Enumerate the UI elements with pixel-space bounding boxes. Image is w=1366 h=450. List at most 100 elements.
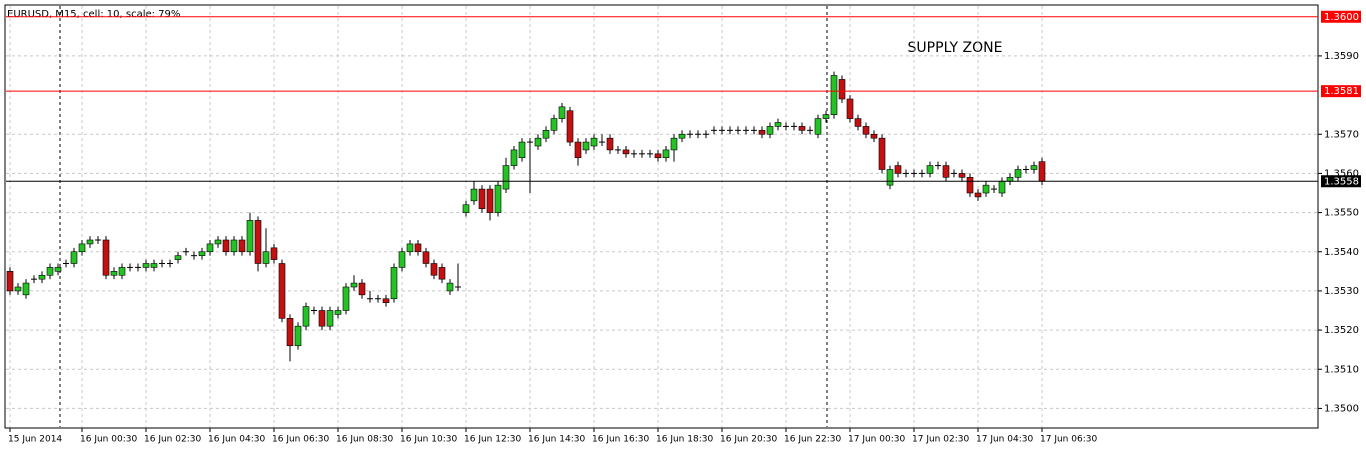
- candle-body: [278, 263, 286, 319]
- candle-body: [102, 239, 110, 276]
- price-label-box: [1321, 175, 1361, 188]
- candle-body: [846, 98, 854, 119]
- x-tick-label: 16 Jun 14:30: [528, 435, 585, 445]
- candle-body: [430, 263, 438, 276]
- candle-body: [14, 286, 22, 292]
- y-tick-label: 1.3560: [1324, 168, 1359, 179]
- candle-body: [926, 165, 934, 174]
- candle-body: [262, 251, 270, 264]
- candle-body: [38, 274, 46, 280]
- candle-body: [1014, 169, 1022, 178]
- candle-body: [766, 126, 774, 135]
- candle-body: [486, 188, 494, 213]
- x-tick-label: 16 Jun 20:30: [720, 435, 777, 445]
- candle-body: [502, 165, 510, 190]
- candle-body: [662, 149, 670, 159]
- y-tick-label: 1.3570: [1324, 129, 1359, 140]
- candle-body: [334, 310, 342, 315]
- x-tick-label: 16 Jun 12:30: [464, 435, 521, 445]
- candle-body: [862, 126, 870, 135]
- candle-body: [838, 79, 846, 100]
- candle-body: [534, 137, 542, 147]
- candle-body: [982, 184, 990, 194]
- x-tick-label: 17 Jun 06:30: [1040, 435, 1097, 445]
- candle-body: [446, 282, 454, 292]
- candle-body: [110, 271, 118, 276]
- candle-body: [150, 263, 158, 268]
- price-label-box: [1321, 85, 1361, 98]
- price-label: 1.3558: [1324, 176, 1359, 187]
- price-label-box: [1321, 10, 1361, 23]
- candle-body: [230, 239, 238, 253]
- x-tick-label: 16 Jun 08:30: [336, 435, 393, 445]
- candle-body: [542, 130, 550, 139]
- candle-body: [22, 282, 30, 296]
- price-label: 1.3581: [1324, 86, 1359, 97]
- candle-body: [318, 310, 326, 327]
- candle-body: [214, 239, 222, 245]
- price-label: 1.3600: [1324, 12, 1359, 23]
- x-tick-label: 17 Jun 00:30: [848, 435, 905, 445]
- candle-body: [510, 149, 518, 166]
- candle-body: [294, 325, 302, 347]
- candle-body: [478, 188, 486, 209]
- x-tick-label: 16 Jun 18:30: [656, 435, 713, 445]
- candle-body: [78, 243, 86, 253]
- candle-body: [894, 165, 902, 174]
- candle-body: [886, 169, 894, 186]
- x-tick-label: 16 Jun 16:30: [592, 435, 649, 445]
- candle-body: [870, 133, 878, 139]
- candle-body: [758, 130, 766, 135]
- candle-body: [566, 110, 574, 143]
- candle-body: [854, 118, 862, 127]
- candle-body: [558, 106, 566, 119]
- candle-body: [678, 133, 686, 139]
- candle-body: [342, 286, 350, 311]
- y-tick-label: 1.3510: [1324, 364, 1359, 375]
- candle-body: [198, 251, 206, 256]
- x-tick-label: 16 Jun 04:30: [208, 435, 265, 445]
- candle-body: [830, 75, 838, 115]
- candle-body: [942, 165, 950, 178]
- candle-body: [174, 255, 182, 260]
- x-tick-label: 17 Jun 04:30: [976, 435, 1033, 445]
- candle-body: [70, 251, 78, 264]
- candle-body: [270, 247, 278, 260]
- candle-body: [670, 137, 678, 151]
- candle-body: [958, 173, 966, 178]
- candle-body: [54, 267, 62, 272]
- plot-frame: [4, 4, 1319, 429]
- x-tick-label: 16 Jun 22:30: [784, 435, 841, 445]
- x-tick-label: 16 Jun 06:30: [272, 435, 329, 445]
- candle-body: [966, 177, 974, 194]
- candle-body: [238, 239, 246, 253]
- candle-body: [398, 251, 406, 268]
- candle-body: [302, 306, 310, 327]
- candle-body: [206, 243, 214, 253]
- candle-body: [326, 310, 334, 327]
- candle-body: [358, 282, 366, 296]
- y-tick-label: 1.3530: [1324, 286, 1359, 297]
- y-tick-label: 1.3520: [1324, 325, 1359, 336]
- candle-body: [414, 243, 422, 253]
- candle-body: [470, 188, 478, 202]
- candle-body: [1038, 161, 1046, 182]
- candle-body: [406, 243, 414, 253]
- candle-body: [654, 153, 662, 159]
- candle-body: [878, 137, 886, 170]
- chart-title: EURUSD, M15, cell: 10, scale: 79%: [7, 9, 180, 20]
- candle-body: [6, 271, 14, 292]
- candle-body: [382, 298, 390, 303]
- y-tick-label: 1.3540: [1324, 247, 1359, 258]
- candle-body: [254, 220, 262, 264]
- x-tick-label: 15 Jun 2014: [8, 435, 62, 445]
- candle-body: [438, 267, 446, 280]
- candle-body: [998, 180, 1006, 194]
- candle-body: [286, 318, 294, 347]
- candle-body: [86, 239, 94, 245]
- candle-body: [822, 114, 830, 119]
- candle-body: [390, 267, 398, 300]
- x-tick-label: 16 Jun 10:30: [400, 435, 457, 445]
- candle-body: [582, 141, 590, 151]
